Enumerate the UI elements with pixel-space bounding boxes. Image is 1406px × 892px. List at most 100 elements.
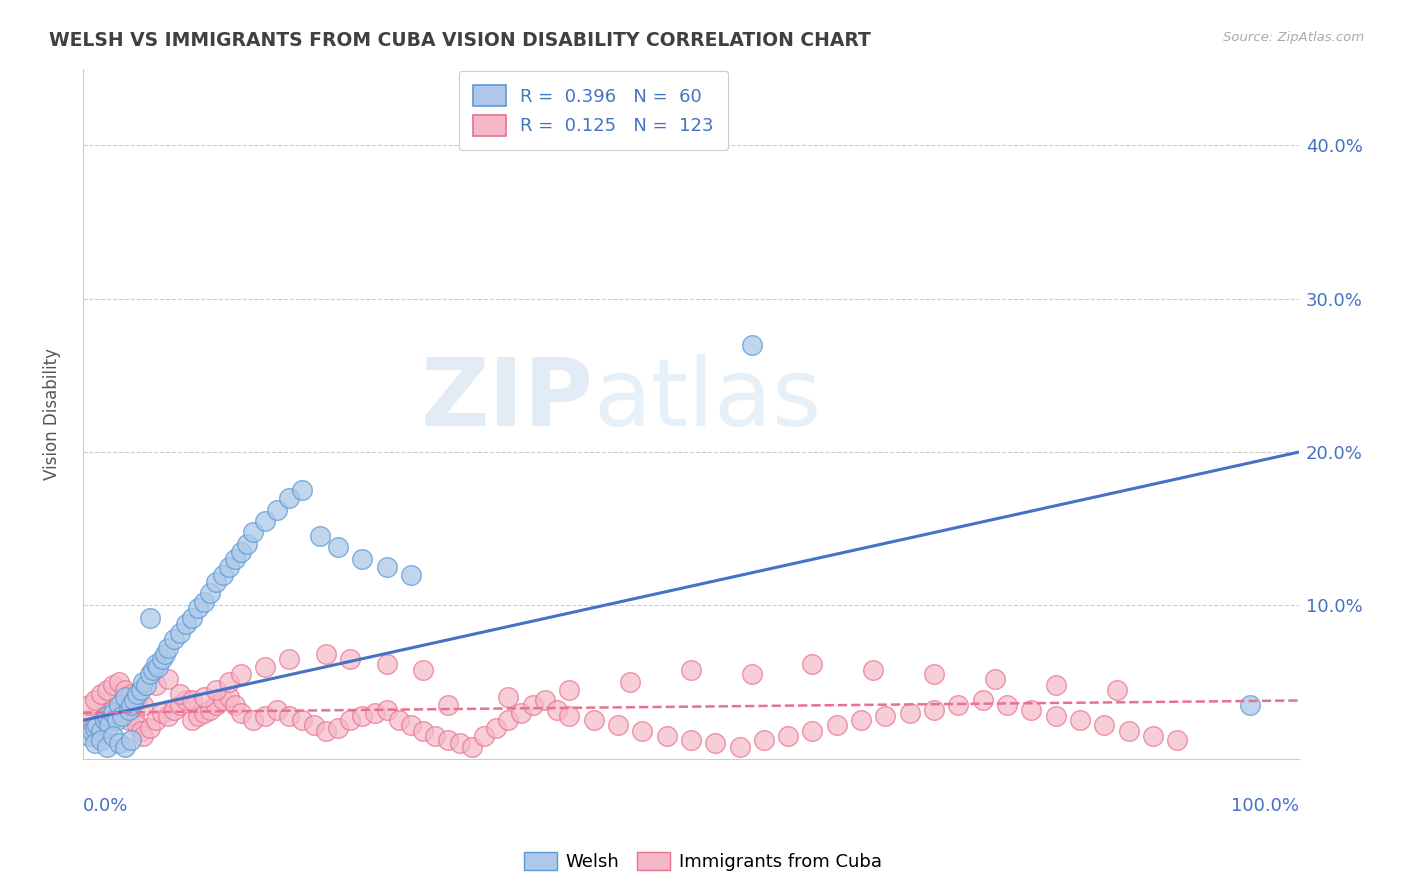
Point [145,657,167,671]
Point [86,718,108,732]
Point [558,682,581,697]
Point [461,739,484,754]
Point [315,724,337,739]
Point [205,682,228,697]
Point [995,698,1018,712]
Point [922,667,945,681]
Text: ZIP: ZIP [420,354,593,446]
Point [138,667,160,681]
Point [114,739,136,754]
Legend: Welsh, Immigrants from Cuba: Welsh, Immigrants from Cuba [517,845,889,879]
Point [120,698,142,712]
Point [93,709,115,723]
Point [449,736,471,750]
Point [174,693,197,707]
Point [77,729,100,743]
Point [218,560,240,574]
Point [127,687,149,701]
Point [498,714,520,728]
Point [96,706,118,720]
Point [114,682,136,697]
Point [108,698,131,712]
Point [801,724,824,739]
Point [120,687,142,701]
Point [655,729,678,743]
Point [98,718,121,732]
Point [98,714,121,728]
Point [169,687,191,701]
Point [254,659,277,673]
Point [984,672,1007,686]
Point [169,698,191,712]
Text: 100.0%: 100.0% [1232,797,1299,814]
Point [308,529,330,543]
Point [83,721,105,735]
Point [105,714,128,728]
Point [1118,724,1140,739]
Point [218,675,240,690]
Point [211,693,233,707]
Point [129,724,152,739]
Text: 0.0%: 0.0% [83,797,128,814]
Point [1142,729,1164,743]
Point [254,514,277,528]
Point [948,698,970,712]
Point [972,693,994,707]
Point [229,667,252,681]
Point [90,718,112,732]
Point [291,483,314,498]
Point [205,575,228,590]
Point [224,698,246,712]
Point [211,567,233,582]
Point [849,714,872,728]
Point [679,663,702,677]
Point [704,736,727,750]
Point [375,657,398,671]
Point [156,709,179,723]
Point [509,706,531,720]
Text: WELSH VS IMMIGRANTS FROM CUBA VISION DISABILITY CORRELATION CHART: WELSH VS IMMIGRANTS FROM CUBA VISION DIS… [49,31,872,50]
Point [145,678,167,692]
Point [156,641,179,656]
Point [631,724,654,739]
Point [218,690,240,705]
Point [291,714,314,728]
Point [339,714,361,728]
Point [278,709,301,723]
Point [193,690,215,705]
Point [77,698,100,712]
Point [187,601,209,615]
Point [1021,703,1043,717]
Point [898,706,921,720]
Point [155,648,177,662]
Point [82,724,104,739]
Point [1239,698,1261,712]
Point [375,703,398,717]
Point [266,503,288,517]
Point [801,657,824,671]
Point [129,682,152,697]
Point [242,714,264,728]
Legend: R =  0.396   N =  60, R =  0.125   N =  123: R = 0.396 N = 60, R = 0.125 N = 123 [458,70,728,150]
Point [108,736,131,750]
Point [472,729,495,743]
Point [108,675,131,690]
Point [110,709,132,723]
Point [163,632,186,647]
Point [96,682,118,697]
Point [606,718,628,732]
Point [93,714,115,728]
Point [96,709,118,723]
Point [534,693,557,707]
Point [193,706,215,720]
Point [150,706,173,720]
Point [399,718,422,732]
Point [105,709,128,723]
Point [138,610,160,624]
Point [741,337,763,351]
Point [825,718,848,732]
Point [150,652,173,666]
Point [352,709,374,723]
Point [339,652,361,666]
Point [181,610,204,624]
